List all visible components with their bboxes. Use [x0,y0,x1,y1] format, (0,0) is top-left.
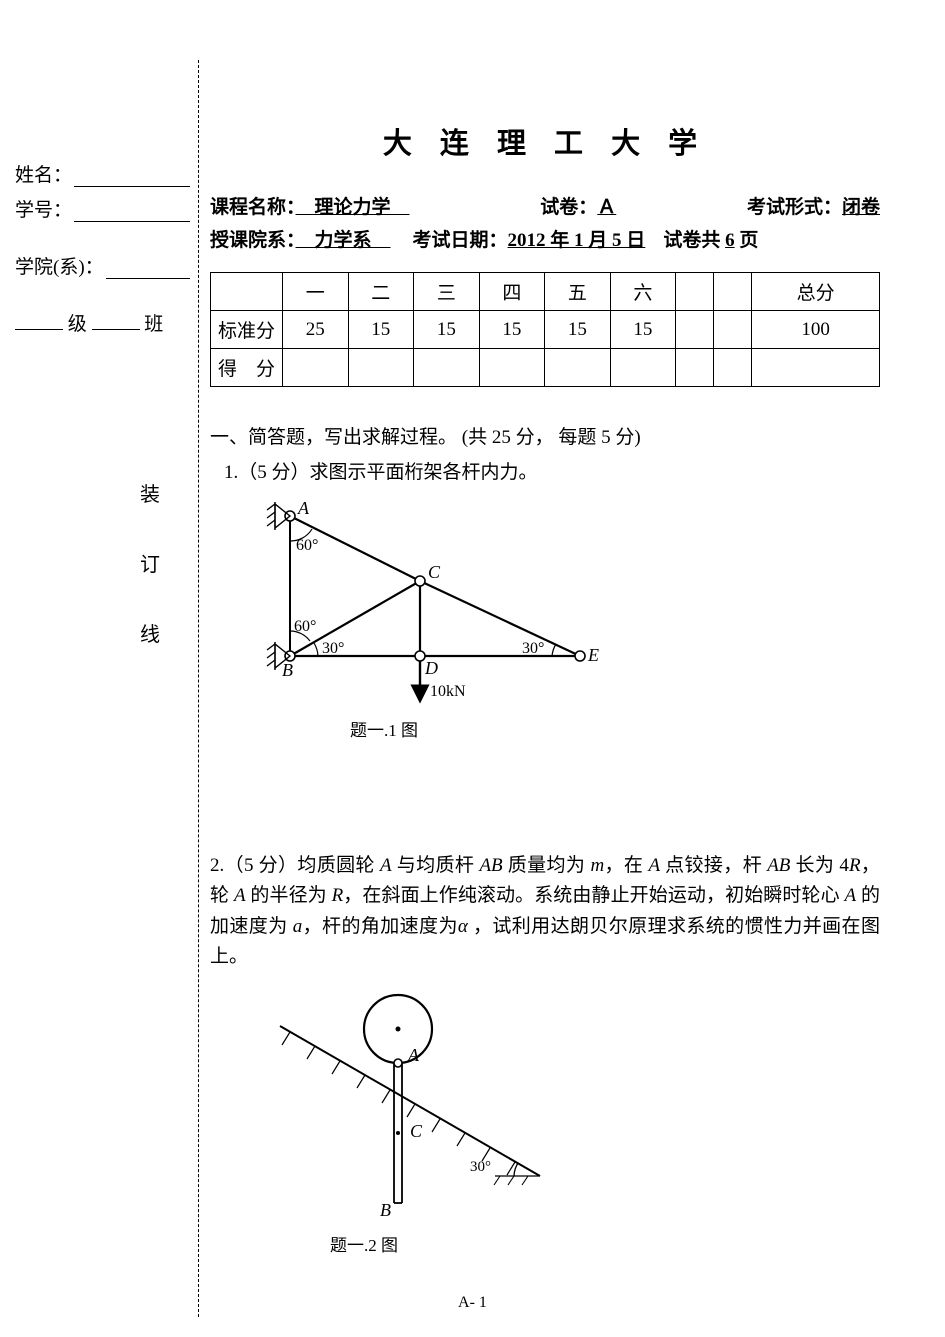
score-standard-row: 标准分 25 15 15 15 15 15 100 [211,311,880,349]
col-5: 五 [545,273,611,311]
std-total: 100 [752,311,880,349]
score-header-row: 一 二 三 四 五 六 总分 [211,273,880,311]
std-7 [676,311,714,349]
student-info-sidebar: 姓名： 学号： 学院(系)： 级 班 [15,160,190,336]
course-info-line1: 课程名称： 理论力学 试卷：Ａ 考试形式：闭卷 [210,192,880,219]
fig2-ang30: 30° [470,1159,491,1175]
truss-diagram: A B C D E 60° 60° 30° 30° 10kN [240,496,630,706]
score-corner [211,273,283,311]
col-1: 一 [283,273,349,311]
earned-4 [479,349,545,387]
name-label: 姓名： [15,160,72,187]
class-blank [92,329,140,330]
fig2-label-A: A [407,1045,420,1065]
std-3: 15 [414,311,480,349]
dept-blank [106,258,190,279]
std-1: 25 [283,311,349,349]
course-label: 课程名称： [210,197,296,218]
fig1-label-B: B [282,660,293,680]
dept-label: 学院(系)： [15,252,104,279]
exam-main: 大 连 理 工 大 学 课程名称： 理论力学 试卷：Ａ 考试形式：闭卷 授课院系… [210,120,880,1276]
name-blank [74,166,190,187]
examtype-value: 闭卷 [842,197,880,218]
earned-label: 得 分 [211,349,283,387]
q1-text: 1.（5 分）求图示平面桁架各杆内力。 [224,457,880,484]
fig1-ang30-e: 30° [522,640,544,657]
std-2: 15 [348,311,414,349]
fig1-label-E: E [587,645,599,665]
paper-label: 试卷： [540,197,597,218]
teachdept-value: 力学系 [296,230,391,251]
col-2: 二 [348,273,414,311]
earned-8 [714,349,752,387]
score-table: 一 二 三 四 五 六 总分 标准分 25 15 15 15 15 15 1 [210,272,880,387]
earned-6 [610,349,676,387]
dept-row: 学院(系)： [15,252,190,279]
examdate-value: 2012 年 1 月 5 日 [508,230,646,251]
col-7 [676,273,714,311]
examdate-label: 考试日期： [413,230,508,251]
earned-1 [283,349,349,387]
section-1-heading: 一、简答题，写出求解过程。 (共 25 分， 每题 5 分) [210,422,880,449]
q2-figure: A C B 30° 题一.2 图 [270,991,880,1256]
fig2-label-B: B [380,1200,391,1220]
pages-suffix: 页 [739,230,758,251]
col-8 [714,273,752,311]
fig2-label-C: C [410,1121,423,1141]
id-blank [74,201,190,222]
fig1-load: 10kN [430,683,466,700]
grade-blank [15,329,63,330]
bind-label-3: 线 [140,618,160,647]
university-title: 大 连 理 工 大 学 [210,120,880,162]
bind-label-2: 订 [140,548,160,577]
course-info-line2: 授课院系： 力学系 考试日期：2012 年 1 月 5 日 试卷共 6 页 [210,225,880,252]
earned-5 [545,349,611,387]
col-3: 三 [414,273,480,311]
q2-text: 2.（5 分）均质圆轮 A 与均质杆 AB 质量均为 m，在 A 点铰接，杆 A… [210,851,880,973]
paper-value: Ａ [597,197,616,218]
col-total: 总分 [752,273,880,311]
std-4: 15 [479,311,545,349]
fig1-ang30-b: 30° [322,640,344,657]
score-earned-row: 得 分 [211,349,880,387]
wheel-bar-diagram: A C B 30° [270,991,590,1221]
bind-label-1: 装 [140,478,160,507]
name-row: 姓名： [15,160,190,187]
fig1-label-D: D [424,658,438,678]
std-label: 标准分 [211,311,283,349]
teachdept-label: 授课院系： [210,230,296,251]
std-5: 15 [545,311,611,349]
fig1-label-C: C [428,562,441,582]
fig1-label-A: A [297,498,310,518]
q1-figure: A B C D E 60° 60° 30° 30° 10kN 题一.1 图 [240,496,880,741]
std-6: 15 [610,311,676,349]
q1-caption: 题一.1 图 [350,716,880,741]
earned-7 [676,349,714,387]
q2-caption: 题一.2 图 [330,1231,880,1256]
earned-3 [414,349,480,387]
pages-label: 试卷共 [663,230,720,251]
fig1-ang60-a: 60° [296,537,318,554]
id-row: 学号： [15,195,190,222]
fig1-ang60-b: 60° [294,618,316,635]
id-label: 学号： [15,195,72,222]
pages-value: 6 [725,230,735,251]
col-4: 四 [479,273,545,311]
class-row: 级 班 [15,309,190,336]
grade-label: 级 [68,314,87,335]
examtype-label: 考试形式： [747,197,842,218]
earned-2 [348,349,414,387]
earned-total [752,349,880,387]
fold-line [198,60,199,1317]
page-number: A- 1 [0,1294,945,1312]
course-value: 理论力学 [296,197,410,218]
col-6: 六 [610,273,676,311]
std-8 [714,311,752,349]
class-label: 班 [144,314,163,335]
